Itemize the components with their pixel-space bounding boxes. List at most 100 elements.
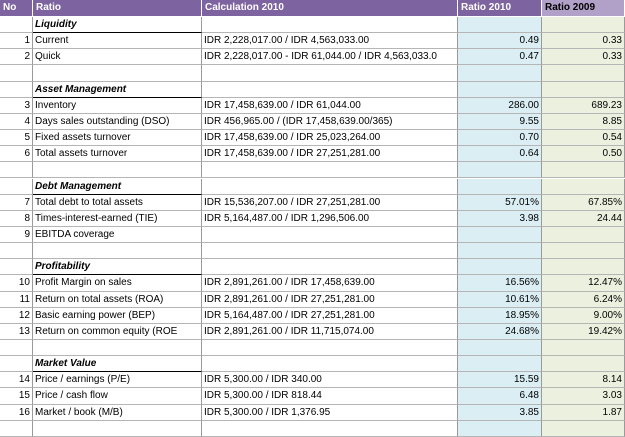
ratio-name-cell[interactable]: Total assets turnover [33,146,202,163]
ratio-2010-cell[interactable] [458,17,542,34]
calculation-cell[interactable]: IDR 2,891,261.00 / IDR 27,251,281.00 [202,291,458,308]
ratio-name-cell[interactable] [33,420,202,437]
ratio-2010-cell[interactable]: 0.47 [458,49,542,66]
ratio-name-cell[interactable]: Times-interest-earned (TIE) [33,210,202,227]
row-number-cell[interactable]: 8 [0,210,33,227]
row-number-cell[interactable] [0,162,33,179]
calculation-cell[interactable]: IDR 5,164,487.00 / IDR 1,296,506.00 [202,210,458,227]
row-number-cell[interactable]: 6 [0,146,33,163]
row-number-cell[interactable] [0,17,33,34]
header-calculation[interactable]: Calculation 2010 [202,0,458,17]
calculation-cell[interactable]: IDR 5,300.00 / IDR 340.00 [202,372,458,389]
ratio-2010-cell[interactable] [458,243,542,260]
section-title[interactable]: Market Value [33,356,202,373]
ratio-2010-cell[interactable] [458,420,542,437]
ratio-2010-cell[interactable]: 286.00 [458,97,542,114]
ratio-2010-cell[interactable] [458,65,542,82]
calculation-cell[interactable]: IDR 17,458,639.00 / IDR 27,251,281.00 [202,146,458,163]
row-number-cell[interactable] [0,356,33,373]
calculation-cell[interactable]: IDR 5,164,487.00 / IDR 27,251,281.00 [202,307,458,324]
ratio-2010-cell[interactable]: 3.98 [458,210,542,227]
ratio-2009-cell[interactable] [542,81,625,98]
row-number-cell[interactable] [0,178,33,195]
row-number-cell[interactable]: 15 [0,388,33,405]
calculation-cell[interactable]: IDR 456,965.00 / (IDR 17,458,639.00/365) [202,113,458,131]
ratio-name-cell[interactable]: Basic earning power (BEP) [33,307,202,324]
calculation-cell[interactable] [202,162,458,179]
ratio-2010-cell[interactable]: 18.95% [458,307,542,324]
header-ratio[interactable]: Ratio [33,0,202,17]
row-number-cell[interactable]: 4 [0,113,33,131]
ratio-2010-cell[interactable] [458,178,542,195]
row-number-cell[interactable]: 12 [0,307,33,324]
ratio-2009-cell[interactable]: 3.03 [542,388,625,405]
ratio-2010-cell[interactable]: 15.59 [458,372,542,389]
ratio-2010-cell[interactable] [458,340,542,357]
row-number-cell[interactable]: 16 [0,404,33,421]
ratio-2009-cell[interactable]: 0.33 [542,33,625,50]
ratio-2009-cell[interactable] [542,243,625,260]
header-ratio-2010[interactable]: Ratio 2010 [458,0,542,17]
ratio-name-cell[interactable]: Days sales outstanding (DSO) [33,113,202,131]
calculation-cell[interactable] [202,178,458,195]
row-number-cell[interactable] [0,420,33,437]
row-number-cell[interactable]: 3 [0,97,33,114]
row-number-cell[interactable]: 5 [0,130,33,147]
ratio-2009-cell[interactable]: 12.47% [542,275,625,292]
row-number-cell[interactable]: 1 [0,33,33,50]
row-number-cell[interactable] [0,65,33,82]
ratio-2009-cell[interactable]: 0.33 [542,49,625,66]
section-title[interactable]: Liquidity [33,17,202,34]
ratio-name-cell[interactable]: Quick [33,49,202,66]
ratio-2009-cell[interactable]: 0.54 [542,130,625,147]
ratio-2009-cell[interactable]: 24.44 [542,210,625,227]
ratio-2010-cell[interactable]: 24.68% [458,323,542,340]
calculation-cell[interactable] [202,65,458,82]
calculation-cell[interactable] [202,226,458,244]
ratio-name-cell[interactable]: Current [33,33,202,50]
calculation-cell[interactable] [202,81,458,98]
ratio-name-cell[interactable]: Total debt to total assets [33,194,202,211]
ratio-name-cell[interactable]: Profit Margin on sales [33,275,202,292]
calculation-cell[interactable]: IDR 15,536,207.00 / IDR 27,251,281.00 [202,194,458,211]
ratio-2010-cell[interactable]: 0.49 [458,33,542,50]
ratio-2009-cell[interactable]: 6.24% [542,291,625,308]
ratio-2009-cell[interactable]: 0.50 [542,146,625,163]
row-number-cell[interactable] [0,243,33,260]
row-number-cell[interactable]: 7 [0,194,33,211]
ratio-2010-cell[interactable]: 16.56% [458,275,542,292]
ratio-2009-cell[interactable]: 19.42% [542,323,625,340]
section-title[interactable]: Profitability [33,259,202,276]
ratio-2010-cell[interactable]: 6.48 [458,388,542,405]
calculation-cell[interactable]: IDR 17,458,639.00 / IDR 61,044.00 [202,97,458,114]
header-no[interactable]: No [0,0,33,17]
ratio-2010-cell[interactable]: 10.61% [458,291,542,308]
ratio-2010-cell[interactable]: 57.01% [458,194,542,211]
row-number-cell[interactable]: 10 [0,275,33,292]
row-number-cell[interactable] [0,81,33,98]
ratio-2009-cell[interactable] [542,259,625,276]
calculation-cell[interactable] [202,356,458,373]
ratio-name-cell[interactable]: Return on total assets (ROA) [33,291,202,308]
ratio-2010-cell[interactable] [458,356,542,373]
ratio-name-cell[interactable]: Return on common equity (ROE [33,323,202,340]
ratio-2010-cell[interactable] [458,226,542,244]
calculation-cell[interactable] [202,259,458,276]
row-number-cell[interactable]: 9 [0,226,33,244]
ratio-2009-cell[interactable] [542,226,625,244]
ratio-name-cell[interactable] [33,243,202,260]
ratio-2010-cell[interactable]: 3.85 [458,404,542,421]
calculation-cell[interactable]: IDR 2,228,017.00 / IDR 4,563,033.00 [202,33,458,50]
ratio-2010-cell[interactable]: 0.64 [458,146,542,163]
ratio-name-cell[interactable]: Market / book (M/B) [33,404,202,421]
ratio-2010-cell[interactable]: 0.70 [458,130,542,147]
header-ratio-2009[interactable]: Ratio 2009 [542,0,625,17]
section-title[interactable]: Asset Management [33,81,202,98]
ratio-name-cell[interactable] [33,162,202,179]
row-number-cell[interactable]: 11 [0,291,33,308]
ratio-name-cell[interactable]: EBITDA coverage [33,226,202,244]
calculation-cell[interactable]: IDR 2,228,017.00 - IDR 61,044.00 / IDR 4… [202,49,458,66]
row-number-cell[interactable]: 13 [0,323,33,340]
ratio-name-cell[interactable] [33,65,202,82]
ratio-2009-cell[interactable] [542,178,625,195]
